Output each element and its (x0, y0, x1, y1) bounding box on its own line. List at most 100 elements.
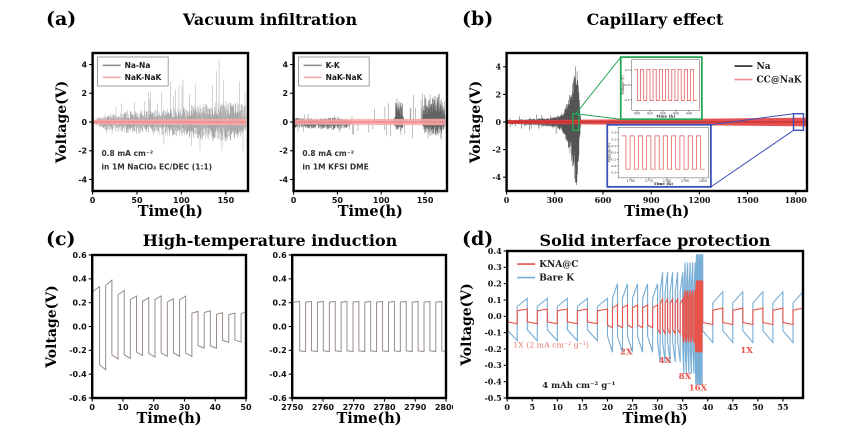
axes-frame (506, 249, 805, 400)
svg-text:-0.3: -0.3 (484, 360, 502, 370)
svg-text:-0.2: -0.2 (69, 346, 87, 355)
series-layer (293, 300, 445, 353)
panel-d-title: Solid interface protection (539, 231, 771, 250)
svg-text:-0.1: -0.1 (610, 157, 616, 161)
svg-text:0.4: 0.4 (73, 275, 88, 284)
svg-text:30: 30 (179, 403, 191, 412)
panel-a-label: (a) (46, 8, 77, 30)
annotation: in 1M NaClO₄ EC/DEC (1:1) (101, 162, 212, 171)
svg-text:5: 5 (529, 402, 535, 412)
axes-frame (505, 51, 809, 193)
svg-text:2: 2 (82, 89, 88, 98)
axes-frame (291, 253, 448, 400)
svg-text:410: 410 (647, 112, 653, 116)
svg-text:Na: Na (757, 62, 771, 72)
svg-text:50: 50 (131, 196, 143, 205)
svg-text:150: 150 (417, 196, 434, 205)
svg-text:300: 300 (546, 195, 563, 205)
svg-text:2: 2 (283, 89, 289, 98)
svg-text:K-K: K-K (326, 61, 341, 70)
x-axis-label: Time(h) (338, 203, 403, 220)
svg-text:0.2: 0.2 (611, 137, 616, 141)
svg-text:-0.6: -0.6 (69, 394, 87, 403)
svg-text:4: 4 (496, 62, 502, 72)
svg-text:KNA@C: KNA@C (539, 260, 578, 270)
svg-text:Bare K: Bare K (539, 274, 575, 284)
svg-text:2: 2 (496, 89, 502, 99)
panel-b-label: (b) (462, 8, 494, 30)
panel-a-title: Vacuum infiltration (182, 10, 358, 29)
svg-text:10: 10 (552, 402, 564, 412)
svg-text:25: 25 (627, 402, 638, 412)
zoom-region-box (572, 113, 580, 131)
svg-text:100: 100 (373, 196, 390, 205)
svg-text:0.6: 0.6 (273, 251, 288, 260)
x-axis-label: Time(h) (623, 410, 688, 427)
svg-text:4: 4 (283, 60, 289, 69)
svg-text:1800: 1800 (699, 179, 707, 183)
svg-text:1760: 1760 (627, 179, 635, 183)
svg-text:2760: 2760 (312, 403, 335, 412)
svg-text:2750: 2750 (281, 403, 304, 412)
svg-text:-0.4: -0.4 (269, 370, 287, 379)
series-layer (93, 278, 245, 371)
svg-text:0.2: 0.2 (488, 279, 502, 289)
annotation: 0.8 mA cm⁻² (101, 149, 153, 158)
svg-text:1780: 1780 (663, 179, 671, 183)
svg-text:1800: 1800 (785, 195, 808, 205)
chart-a-left: 0 50 100 150 4 2 0 -2 -4 Time(h) Voltage(V) Na-Na Na… (55, 51, 250, 220)
svg-text:30: 30 (652, 402, 664, 412)
svg-text:-0.2: -0.2 (484, 344, 501, 354)
svg-text:45: 45 (727, 402, 738, 412)
svg-text:600: 600 (595, 195, 612, 205)
svg-text:Na-Na: Na-Na (125, 61, 151, 70)
x-axis-label: Time(h) (624, 203, 689, 220)
svg-text:-4: -4 (492, 172, 501, 182)
x-axis-label: Time(h) (138, 203, 203, 220)
svg-text:0.0: 0.0 (611, 151, 616, 155)
svg-text:Voltage (V): Voltage (V) (608, 142, 612, 163)
svg-text:0: 0 (504, 195, 510, 205)
panel-d-label: (d) (462, 228, 494, 250)
svg-text:0.4: 0.4 (273, 275, 288, 284)
svg-text:430: 430 (673, 112, 679, 116)
svg-text:420: 420 (660, 112, 666, 116)
svg-text:40: 40 (210, 403, 222, 412)
svg-text:-0.1: -0.1 (484, 328, 501, 338)
chart-a-right: 0 50 100 150 4 2 0 -2 -4 Time(h) K-K NaK-NaK 0.8 mA … (279, 51, 449, 220)
svg-text:400: 400 (634, 112, 640, 116)
svg-text:-2: -2 (78, 147, 87, 156)
annotation: 0.8 mA cm⁻² (302, 149, 354, 158)
annotation: 4X (659, 356, 672, 366)
y-axis-label: Voltage(V) (55, 81, 70, 165)
inset-frame (619, 56, 703, 121)
svg-text:1790: 1790 (681, 179, 689, 183)
svg-text:Time (h): Time (h) (654, 181, 673, 186)
svg-text:150: 150 (217, 196, 234, 205)
chart-d-main: 0 5 10 15 20 25 30 35 40 45 50 55 0.4 0.3 0.2 0.1 0.0 -0.… (460, 246, 805, 427)
series-layer (507, 254, 803, 385)
svg-text:0.1: 0.1 (625, 68, 630, 72)
annotation: in 1M KFSI DME (302, 162, 368, 171)
chart-b-main: 0 300 600 900 1200 1500 1800420-2-4Time(h)Volt… (469, 51, 809, 220)
svg-text:-0.4: -0.4 (69, 370, 87, 379)
svg-text:1770: 1770 (645, 179, 653, 183)
svg-text:0: 0 (496, 117, 502, 127)
svg-text:20: 20 (148, 403, 160, 412)
svg-text:0: 0 (90, 196, 96, 205)
svg-text:0.1: 0.1 (488, 295, 502, 305)
svg-text:Time (h): Time (h) (656, 113, 675, 118)
svg-text:0.1: 0.1 (611, 144, 616, 148)
series-layer (293, 93, 446, 141)
svg-text:CC@NaK: CC@NaK (757, 76, 803, 86)
svg-text:-0.4: -0.4 (484, 377, 502, 387)
svg-text:100: 100 (173, 196, 190, 205)
svg-text:NaK-NaK: NaK-NaK (326, 73, 364, 82)
svg-text:-4: -4 (78, 175, 87, 184)
svg-text:-2: -2 (492, 144, 501, 154)
svg-text:0.3: 0.3 (488, 262, 502, 272)
svg-text:-0.5: -0.5 (484, 393, 501, 403)
chart-c-left: 0 10 20 30 40 50 0.6 0.4 0.2 0.0 -0.2 -0.4 -0.6 Time(… (45, 251, 252, 427)
